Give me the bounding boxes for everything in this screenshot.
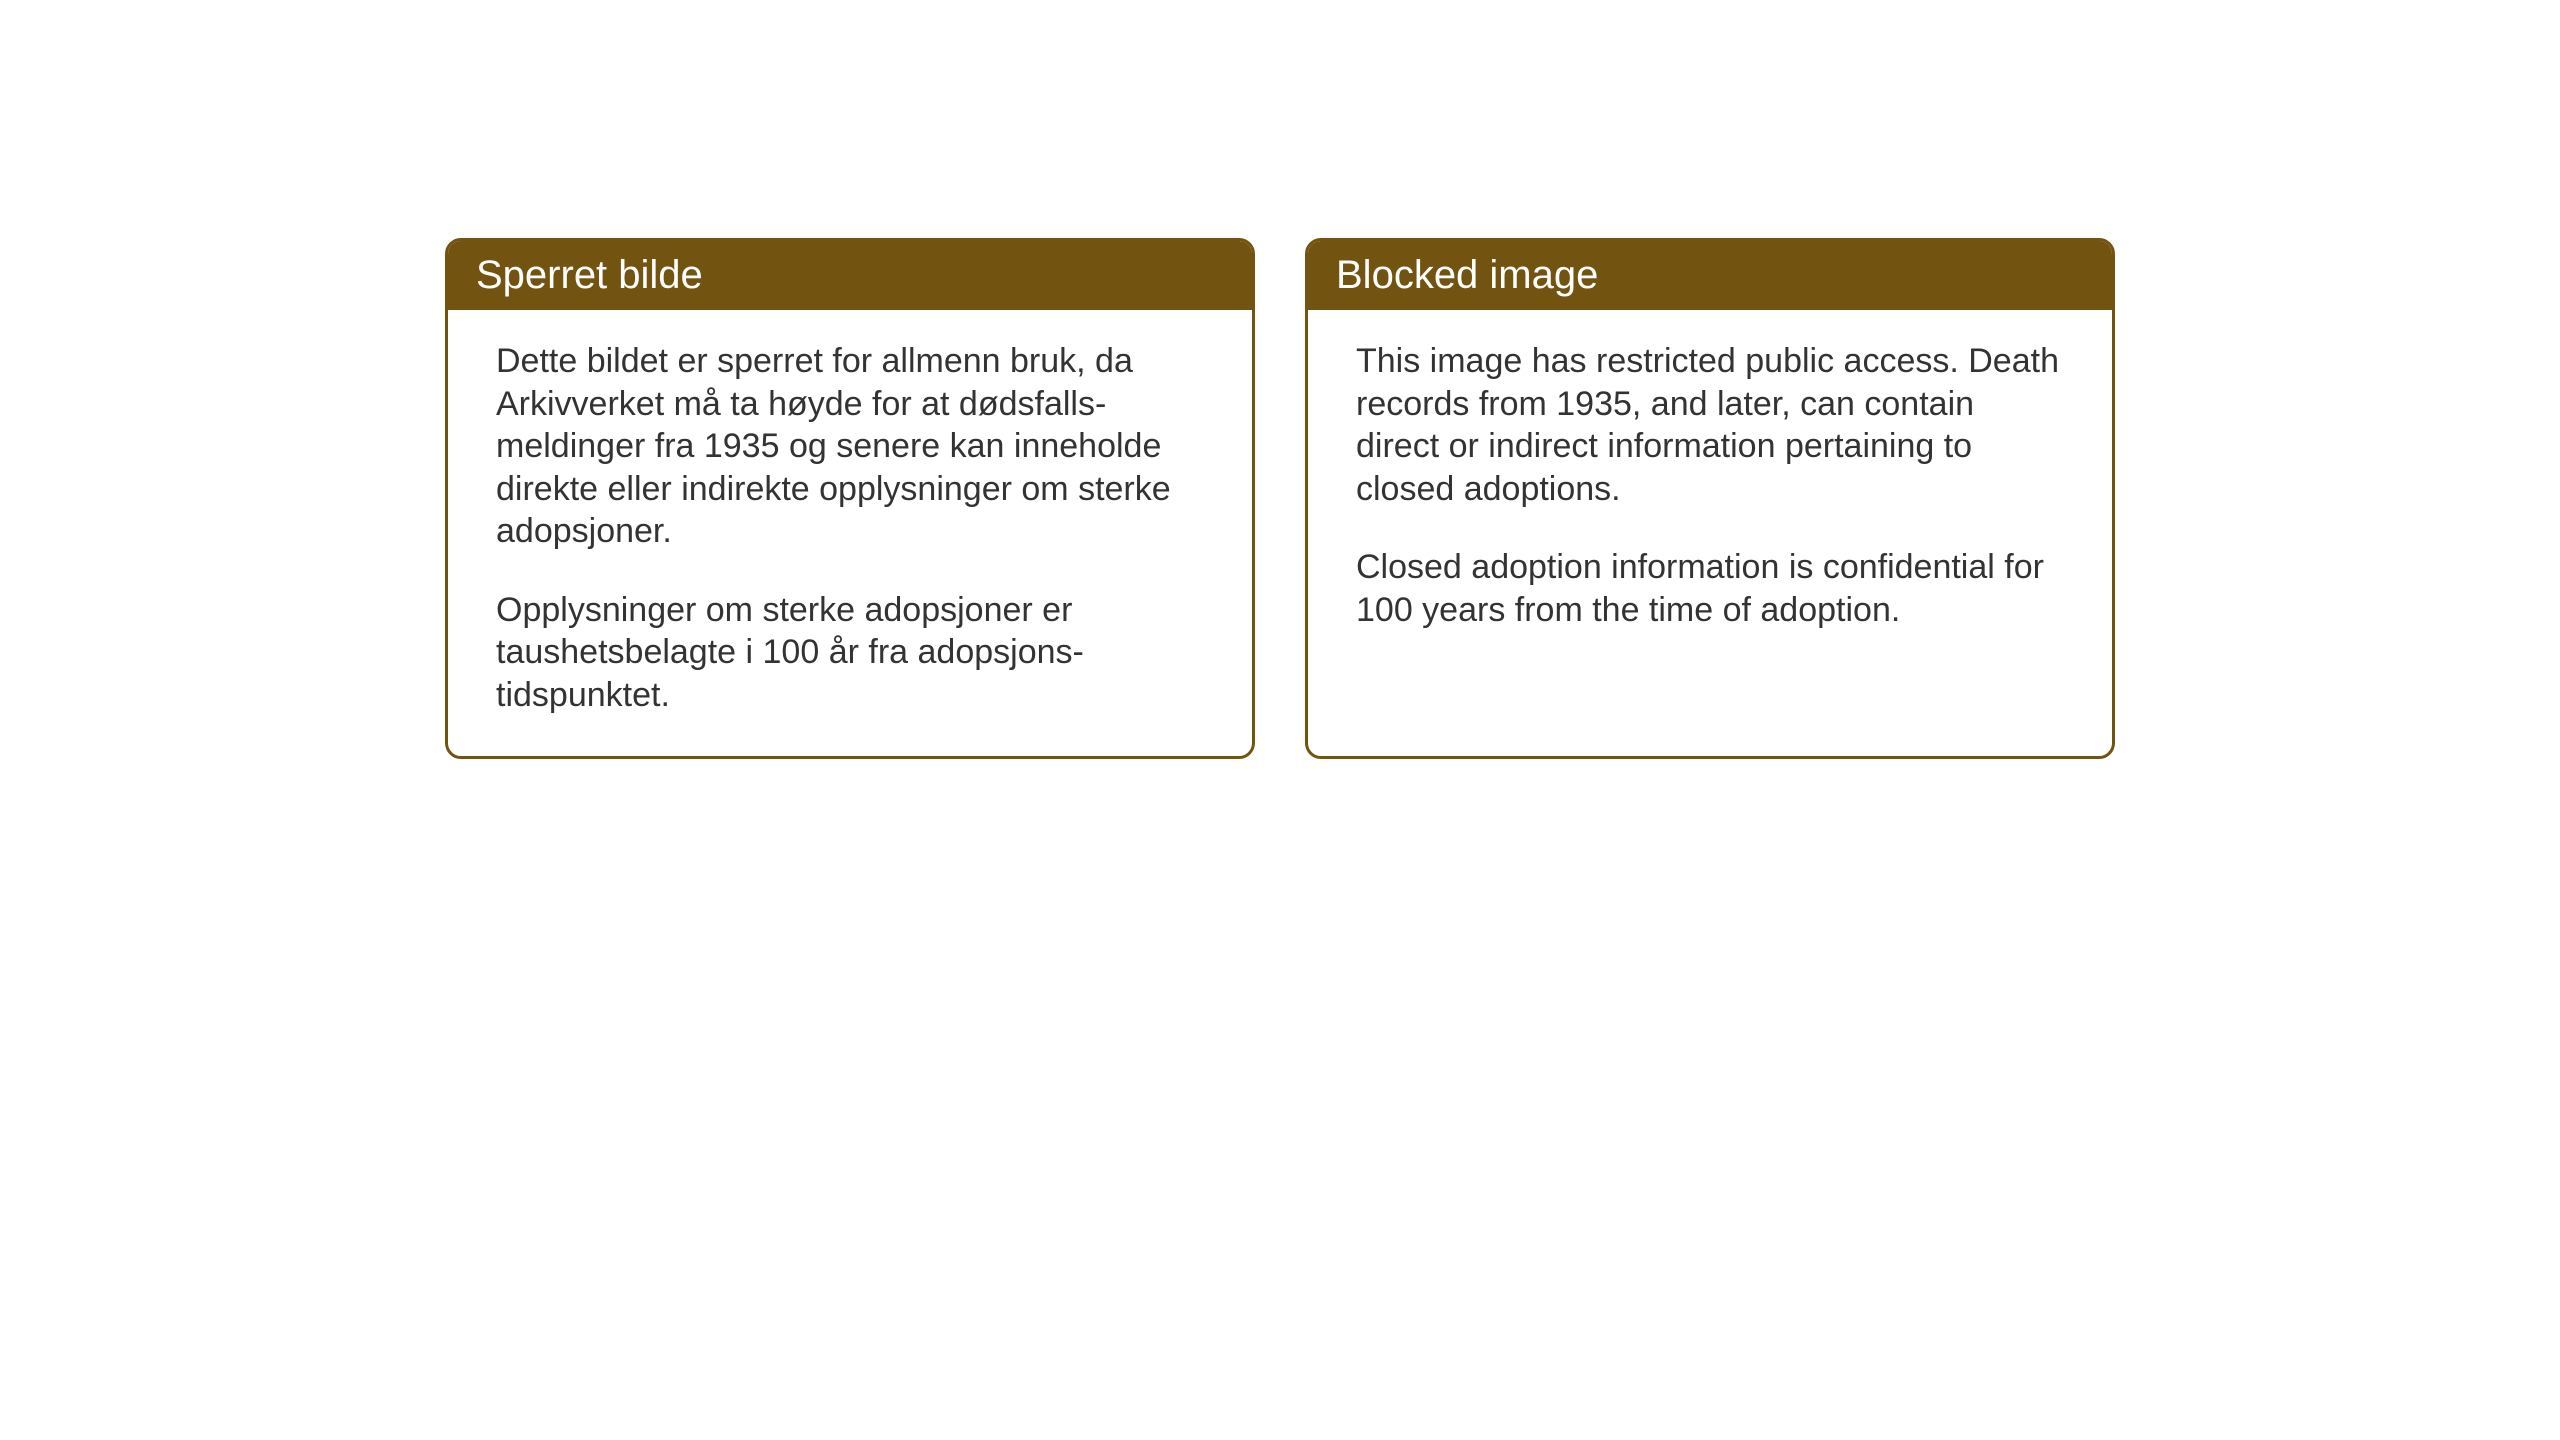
- info-cards-container: Sperret bilde Dette bildet er sperret fo…: [445, 238, 2115, 759]
- english-paragraph-2: Closed adoption information is confident…: [1356, 546, 2064, 631]
- norwegian-paragraph-1: Dette bildet er sperret for allmenn bruk…: [496, 340, 1204, 553]
- norwegian-paragraph-2: Opplysninger om sterke adopsjoner er tau…: [496, 589, 1204, 717]
- norwegian-info-card: Sperret bilde Dette bildet er sperret fo…: [445, 238, 1255, 759]
- english-info-card: Blocked image This image has restricted …: [1305, 238, 2115, 759]
- english-paragraph-1: This image has restricted public access.…: [1356, 340, 2064, 510]
- norwegian-card-body: Dette bildet er sperret for allmenn bruk…: [448, 310, 1252, 756]
- english-card-body: This image has restricted public access.…: [1308, 310, 2112, 671]
- norwegian-card-title: Sperret bilde: [448, 241, 1252, 310]
- english-card-title: Blocked image: [1308, 241, 2112, 310]
